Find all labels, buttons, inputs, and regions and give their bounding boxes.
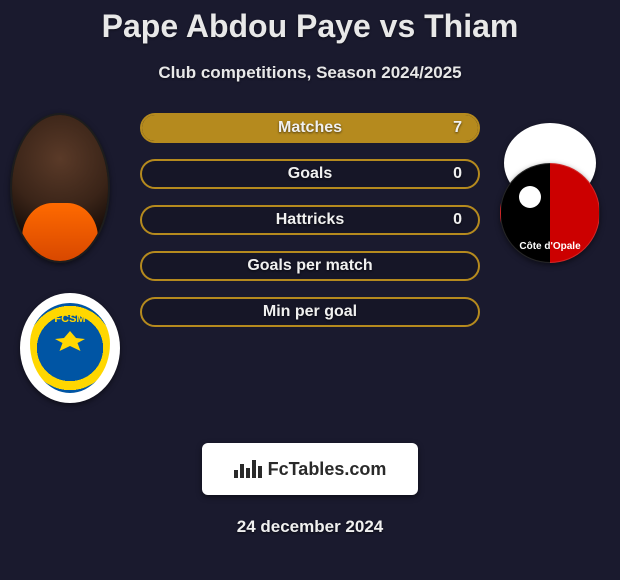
stat-value: 0 xyxy=(453,211,462,229)
date-line: 24 december 2024 xyxy=(0,517,620,537)
club-lion-icon xyxy=(55,331,85,351)
player-headshot-placeholder xyxy=(12,115,108,261)
stat-row-goals: Goals 0 xyxy=(140,159,480,189)
player-left-avatar xyxy=(10,113,110,263)
club-left-badge: FCSM xyxy=(20,293,120,403)
stats-area: FCSM Côte d'Opale Matches 7 Goals 0 Hatt… xyxy=(0,113,620,413)
subtitle: Club competitions, Season 2024/2025 xyxy=(0,63,620,83)
stat-label: Hattricks xyxy=(276,211,344,229)
stat-value: 7 xyxy=(453,119,462,137)
club-badge-circle: Côte d'Opale xyxy=(500,163,600,263)
page-title: Pape Abdou Paye vs Thiam xyxy=(0,0,620,45)
stat-value: 0 xyxy=(453,165,462,183)
stat-row-matches: Matches 7 xyxy=(140,113,480,143)
stat-label: Goals per match xyxy=(247,257,372,275)
bar-chart-icon xyxy=(234,460,262,478)
stat-label: Min per goal xyxy=(263,303,357,321)
stat-label: Matches xyxy=(278,119,342,137)
club-badge: FCSM xyxy=(20,293,120,403)
brand-pill: FcTables.com xyxy=(202,443,418,495)
stat-row-goals-per-match: Goals per match xyxy=(140,251,480,281)
stat-label: Goals xyxy=(288,165,332,183)
stat-row-hattricks: Hattricks 0 xyxy=(140,205,480,235)
brand-text: FcTables.com xyxy=(268,459,387,480)
stat-rows: Matches 7 Goals 0 Hattricks 0 Goals per … xyxy=(140,113,480,343)
club-shield-fcsm: FCSM xyxy=(30,303,110,393)
club-shield-text: FCSM xyxy=(54,313,85,325)
club-right-badge: Côte d'Opale xyxy=(500,163,600,263)
stat-row-min-per-goal: Min per goal xyxy=(140,297,480,327)
club-badge-text: Côte d'Opale xyxy=(501,241,599,252)
player-photo-oval xyxy=(10,113,110,263)
